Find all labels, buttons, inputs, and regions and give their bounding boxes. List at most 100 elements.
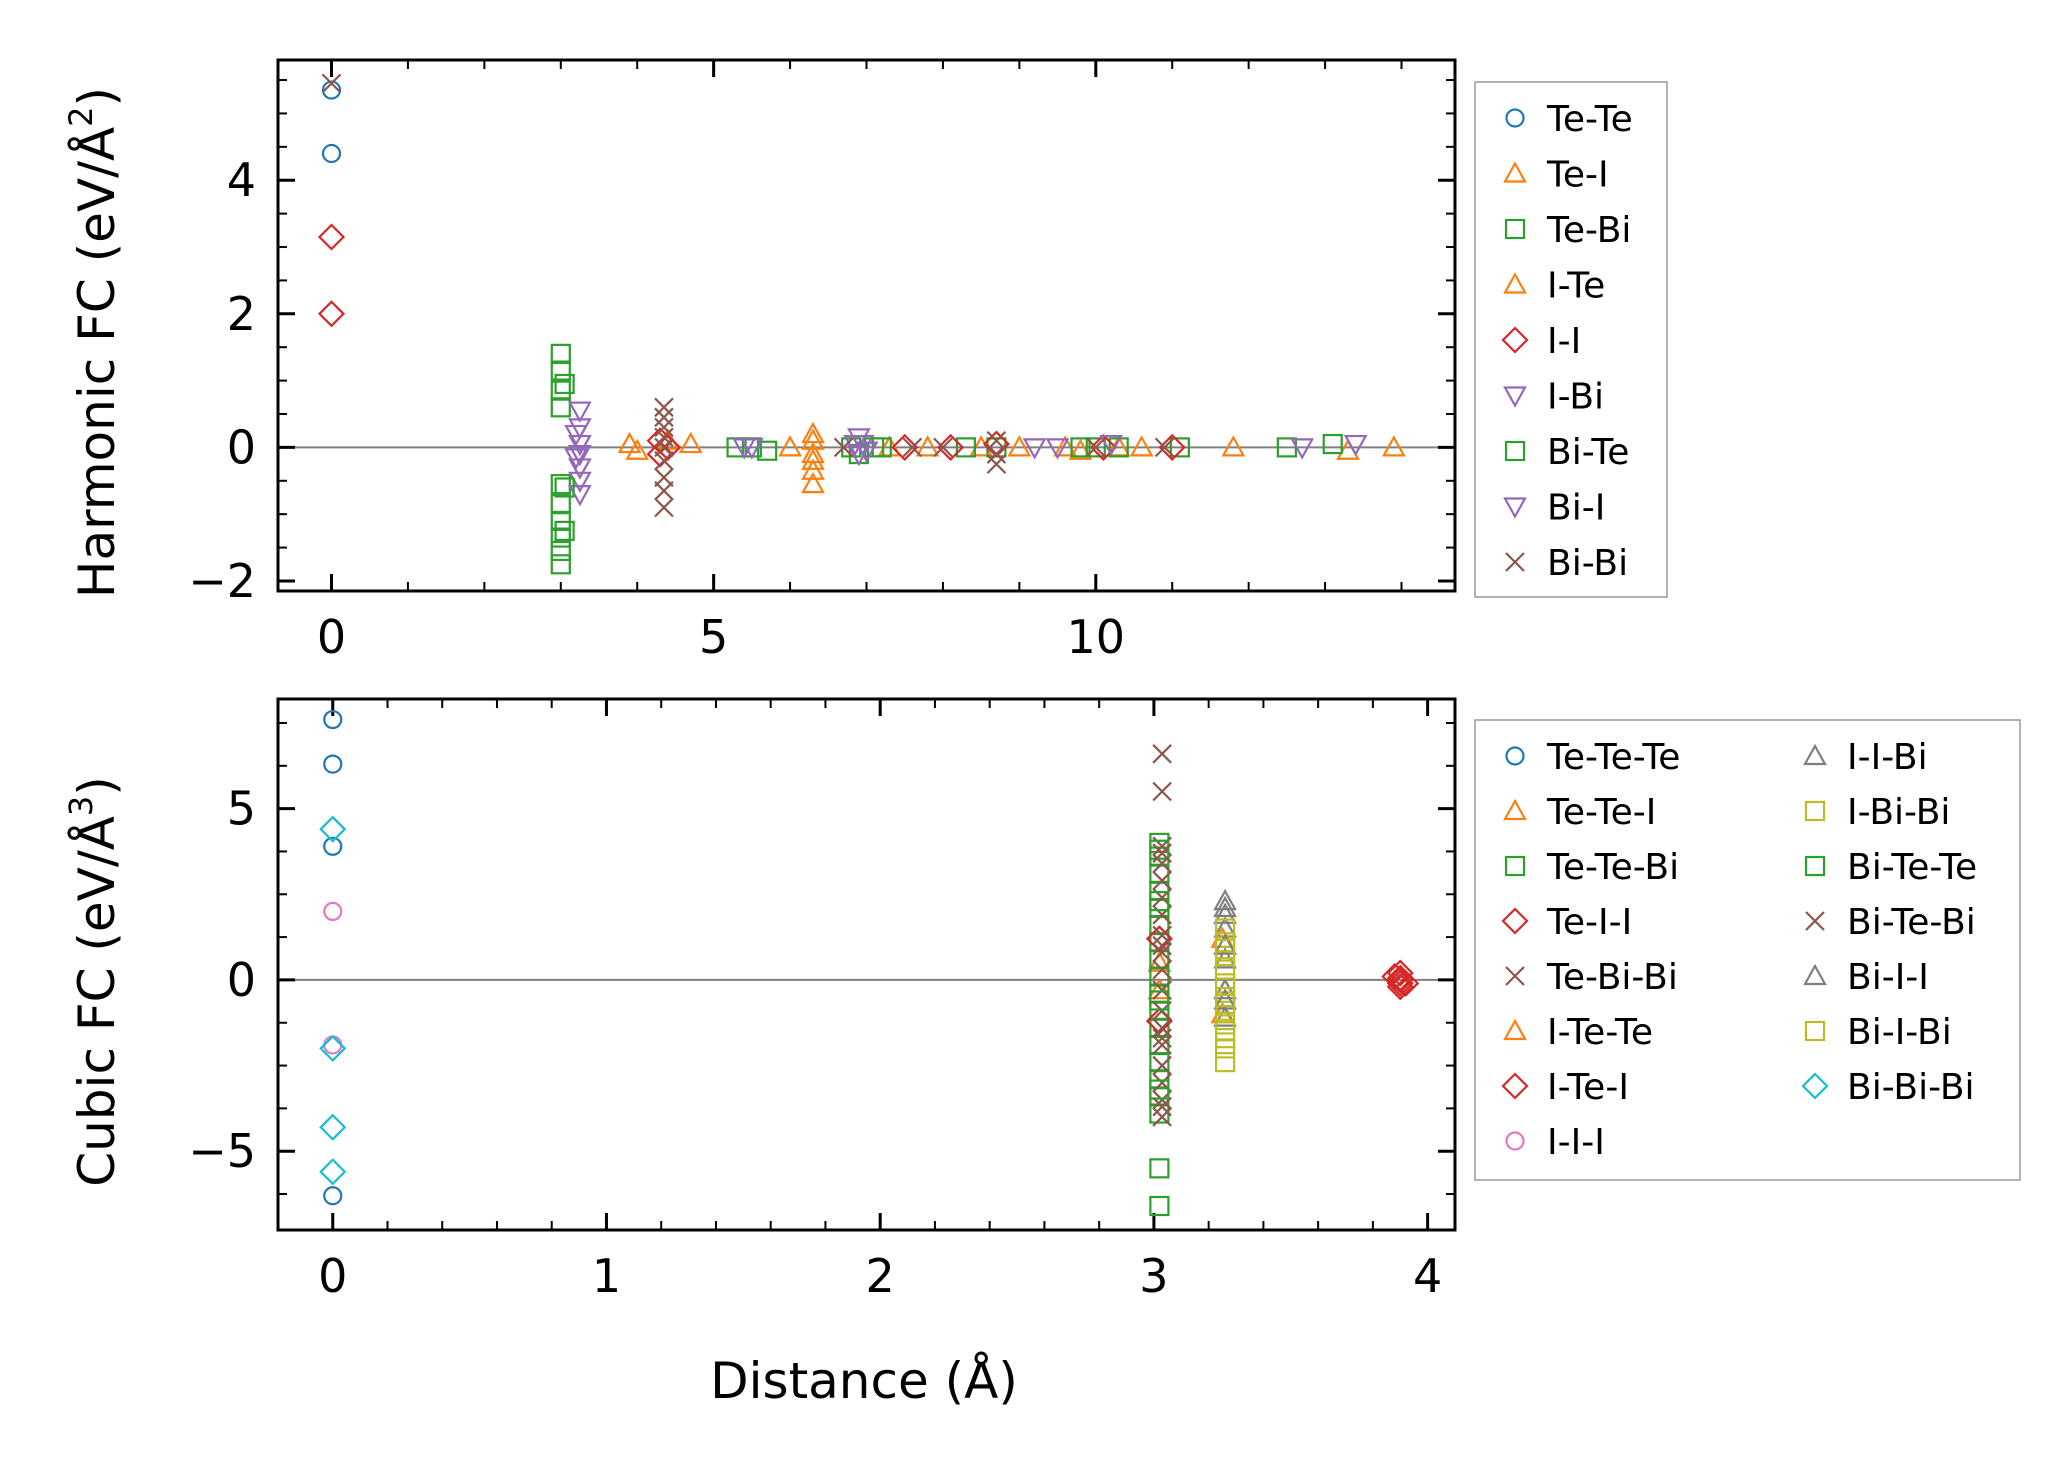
- x-tick-label: 0: [317, 610, 346, 664]
- data-point: [1213, 933, 1237, 955]
- data-point: [801, 441, 825, 464]
- data-point: [654, 397, 674, 418]
- legend-entry: Bi-I: [1503, 488, 1605, 529]
- legend-entry: Bi-Bi: [1505, 543, 1628, 584]
- data-point: [1152, 935, 1172, 956]
- legend-marker: [1804, 855, 1826, 877]
- legend-label: I-I-Bi: [1847, 737, 1928, 778]
- data-point: [1149, 1034, 1170, 1056]
- data-point: [323, 836, 343, 856]
- legend-label: I-Bi-Bi: [1847, 792, 1950, 833]
- legend-marker: [1804, 1020, 1826, 1042]
- data-point: [1152, 843, 1172, 863]
- y-tick-label: 0: [227, 420, 256, 474]
- data-point: [319, 1034, 347, 1062]
- data-point: [1381, 962, 1409, 991]
- data-point: [1386, 969, 1414, 997]
- data-point: [1214, 1038, 1236, 1059]
- data-point: [554, 520, 575, 541]
- legend-marker: [1503, 1018, 1527, 1041]
- data-point: [982, 430, 1010, 458]
- legend-label: Bi-Bi-Bi: [1847, 1067, 1975, 1108]
- legend-label: I-Bi: [1547, 377, 1604, 418]
- legend-label: I-I-I: [1547, 1122, 1605, 1163]
- cubic-fc-panel: 0 1 2 3 4−505 Cubic FC (eV/Å3) Te-Te-TeTe-Te…: [62, 697, 2021, 1303]
- legend-label: Bi-I: [1547, 488, 1605, 529]
- y-tick-label: −5: [188, 1124, 256, 1178]
- data-point: [1152, 870, 1172, 891]
- data-point: [1152, 1035, 1172, 1055]
- data-point: [1290, 438, 1315, 460]
- data-point: [568, 471, 592, 494]
- data-point: [323, 709, 343, 730]
- data-point: [1099, 434, 1123, 457]
- legend-entry: Te-Te-Bi: [1504, 847, 1679, 888]
- data-point: [1085, 437, 1106, 458]
- y-tick-label: −2: [188, 554, 256, 608]
- legend-entry: I-Te-I: [1501, 1067, 1629, 1108]
- data-point: [568, 444, 592, 467]
- data-point: [854, 441, 879, 464]
- legend-entry: Bi-Te-Te: [1804, 847, 1977, 888]
- data-point: [1152, 744, 1172, 764]
- data-point: [323, 754, 343, 774]
- data-point: [319, 1158, 347, 1186]
- series-bi-i-i: [1213, 895, 1237, 1010]
- legend-label: Bi-I-I: [1847, 957, 1929, 998]
- data-point: [1152, 781, 1172, 802]
- legend-label: Te-Bi: [1546, 210, 1631, 251]
- data-point: [986, 444, 1007, 464]
- data-point: [323, 901, 343, 922]
- legend-label: Bi-Te-Bi: [1847, 902, 1976, 943]
- data-point: [986, 454, 1007, 474]
- data-point: [1149, 891, 1170, 912]
- data-point: [1045, 438, 1070, 460]
- data-point: [323, 1186, 343, 1206]
- legend-marker: [1503, 386, 1527, 408]
- data-point: [1213, 902, 1237, 924]
- data-point: [1213, 977, 1237, 1000]
- data-point: [1343, 434, 1368, 457]
- data-point: [843, 434, 867, 457]
- series-bi-i-bi: [1214, 938, 1236, 1042]
- data-point: [654, 497, 674, 518]
- data-point: [1149, 1158, 1170, 1179]
- data-point: [955, 437, 976, 458]
- data-point: [319, 1113, 347, 1141]
- legend-label: Te-Bi-Bi: [1546, 957, 1678, 998]
- legend-label: I-Te-Te: [1547, 1012, 1653, 1053]
- data-point: [568, 485, 592, 507]
- data-point: [625, 438, 650, 460]
- legend-marker: [1805, 911, 1825, 931]
- x-tick-label: 5: [699, 610, 728, 664]
- x-tick-label: 10: [1067, 610, 1126, 664]
- x-tick-label: 3: [1139, 1249, 1168, 1303]
- legend-marker: [1501, 1072, 1529, 1100]
- legend-label: Te-I: [1546, 155, 1609, 196]
- data-point: [1214, 938, 1236, 960]
- data-point: [1149, 839, 1170, 860]
- legend-entry: I-Te: [1503, 266, 1605, 307]
- data-point: [550, 527, 571, 548]
- data-point: [778, 435, 802, 457]
- legend-label: Te-Te-I: [1546, 792, 1656, 833]
- data-point: [654, 417, 674, 438]
- y-axis-label: Harmonic FC (eV/Å2): [62, 87, 126, 598]
- data-point: [1221, 435, 1246, 457]
- data-point: [1149, 990, 1170, 1011]
- data-point: [1149, 1195, 1170, 1217]
- data-point: [654, 407, 674, 428]
- data-point: [1152, 1096, 1172, 1117]
- data-point: [1214, 993, 1236, 1014]
- data-point: [1322, 433, 1343, 455]
- data-point: [654, 427, 674, 448]
- data-point: [1007, 435, 1032, 457]
- series-te-i: [617, 421, 1406, 494]
- data-point: [1152, 959, 1172, 980]
- legend-marker: [1505, 108, 1525, 128]
- data-point: [801, 458, 825, 480]
- legend-frame: [1474, 81, 1668, 598]
- data-point: [801, 421, 825, 444]
